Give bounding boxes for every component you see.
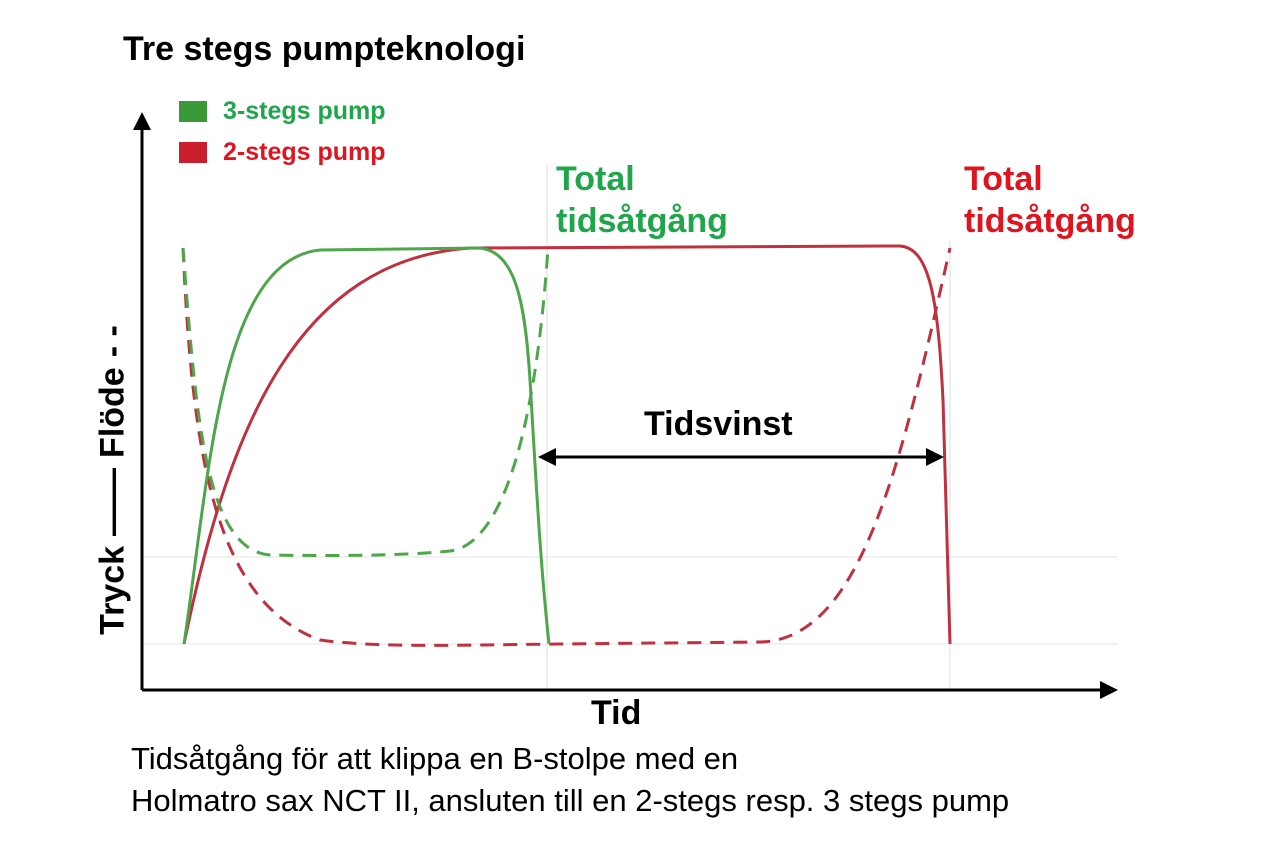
y-label-flode: Flöde — [93, 367, 132, 458]
legend-item-2-stegs: 2-stegs pump — [179, 138, 386, 167]
y-label-separator-solid: —— — [93, 467, 132, 536]
legend-item-3-stegs: 3-stegs pump — [179, 97, 386, 126]
y-label-tryck: Tryck — [93, 545, 132, 635]
y-axis-label: Tryck —— Flöde - - — [94, 315, 133, 635]
caption-line1: Tidsåtgång för att klippa en B-stolpe me… — [131, 741, 739, 776]
total-green-line2: tidsåtgång — [556, 202, 728, 240]
red-solid-curve — [182, 244, 952, 645]
y-label-separator-dashed: - - — [93, 325, 132, 358]
total-green-line1: Total — [556, 160, 635, 198]
y-axis-label-wrap: Tryck —— Flöde - - — [93, 280, 133, 670]
tidsvinst-arrow-left — [538, 448, 556, 466]
total-red-line1: Total — [964, 160, 1043, 198]
tidsvinst-label: Tidsvinst — [644, 405, 793, 443]
total-time-green: Total tidsåtgång — [556, 158, 728, 242]
chart-title: Tre stegs pumpteknologi — [123, 30, 526, 68]
total-red-line2: tidsåtgång — [964, 202, 1136, 240]
red-dashed-curve — [181, 247, 952, 647]
x-axis-arrow — [1100, 681, 1118, 699]
legend-label-2-stegs: 2-stegs pump — [223, 138, 386, 166]
total-time-red: Total tidsåtgång — [964, 158, 1136, 242]
x-axis-label: Tid — [591, 694, 642, 732]
tidsvinst-arrow-right — [926, 448, 944, 466]
legend-swatch-green — [179, 101, 207, 122]
green-solid-curve — [182, 246, 551, 645]
legend-swatch-red — [179, 142, 207, 163]
legend-label-3-stegs: 3-stegs pump — [223, 97, 386, 125]
green-dashed-curve — [181, 247, 550, 558]
caption-line2: Holmatro sax NCT II, ansluten till en 2-… — [131, 783, 1010, 818]
caption: Tidsåtgång för att klippa en B-stolpe me… — [131, 738, 1009, 822]
y-axis-arrow — [133, 112, 151, 130]
